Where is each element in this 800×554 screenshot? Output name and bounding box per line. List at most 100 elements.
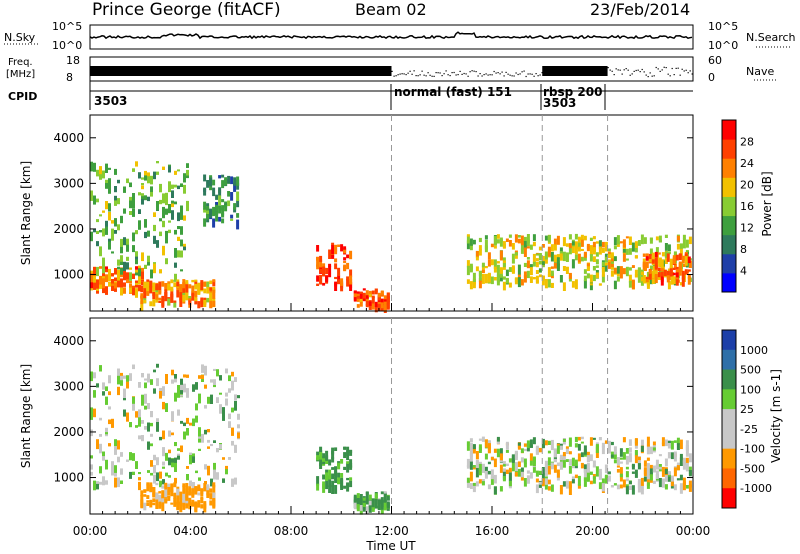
echo-cell [198, 477, 201, 481]
echo-cell [592, 247, 596, 255]
echo-cell [664, 484, 668, 490]
echo-cell [93, 195, 96, 205]
echo-cell [340, 485, 344, 488]
echo-cell [147, 255, 150, 264]
echo-cell [129, 287, 132, 293]
echo-cell [224, 204, 228, 208]
echo-cell [646, 444, 650, 455]
echo-cell [176, 488, 180, 497]
echo-cell [679, 439, 683, 450]
echo-cell [562, 452, 566, 457]
echo-cell [666, 275, 670, 279]
echo-cell [126, 412, 129, 422]
echo-cell [535, 261, 539, 268]
echo-cell [571, 259, 575, 269]
echo-cell [117, 456, 120, 463]
echo-cell [544, 279, 548, 289]
echo-cell [472, 272, 476, 282]
echo-cell [667, 244, 671, 251]
echo-cell [655, 470, 659, 479]
echo-cell [565, 253, 569, 262]
echo-cell [377, 295, 381, 301]
nave-dot [407, 72, 409, 74]
nave-dot [631, 73, 633, 75]
echo-cell [325, 476, 329, 481]
echo-cell [550, 484, 554, 492]
echo-cell [147, 230, 150, 237]
echo-cell [230, 176, 234, 185]
echo-cell [673, 263, 677, 269]
cpid-strip: CPID 3503 normal (fast) 151 rbsp 200 350… [8, 81, 693, 110]
echo-cell [676, 443, 680, 450]
echo-cell [96, 198, 99, 203]
echo-cell [194, 290, 198, 298]
echo-cell [562, 438, 566, 442]
echo-cell [529, 276, 533, 283]
y-tick-label: 2000 [53, 425, 84, 439]
nave-dot [655, 66, 657, 69]
echo-cell [565, 267, 569, 270]
echo-cell [604, 262, 608, 268]
echo-cell [147, 442, 150, 450]
echo-cell [319, 446, 323, 454]
echo-cell [553, 262, 557, 269]
echo-cell [654, 270, 658, 278]
nave-dot [535, 73, 537, 75]
echo-cell [645, 261, 649, 269]
echo-cell [147, 176, 150, 184]
echo-cell [511, 253, 515, 264]
echo-cell [146, 500, 150, 503]
echo-cell [487, 461, 491, 465]
echo-cell [658, 235, 662, 243]
echo-cell [675, 254, 679, 261]
colorbar-swatch [722, 428, 736, 450]
echo-cell [219, 444, 222, 450]
echo-cell [120, 452, 123, 457]
echo-cell [182, 279, 186, 289]
echo-cell [218, 205, 222, 214]
echo-cell [179, 491, 183, 500]
time-axis: 00:00 04:00 08:00 12:00 16:00 20:00 00:00 [73, 303, 710, 538]
echo-cell [499, 250, 503, 261]
echo-cell [161, 301, 165, 306]
nave-dot [437, 72, 439, 74]
echo-cell [583, 251, 587, 258]
echo-cell [675, 277, 679, 280]
echo-cell [141, 196, 144, 205]
echo-cell [598, 482, 602, 490]
echo-cell [547, 279, 551, 288]
echo-cell [126, 272, 129, 280]
y-tick-label: 4000 [53, 131, 84, 145]
echo-cell [526, 475, 530, 483]
echo-cell [231, 427, 234, 436]
echo-cell [601, 445, 605, 455]
echo-cell [664, 255, 668, 264]
echo-cell [120, 215, 123, 224]
echo-cell [132, 453, 135, 461]
echo-cell [568, 485, 572, 495]
echo-cell [322, 484, 326, 493]
echo-cell [664, 468, 668, 475]
echo-cell [132, 245, 135, 253]
colorbar-swatch [722, 330, 736, 351]
echo-cell [601, 478, 605, 485]
echo-cell [541, 244, 545, 248]
echo-cell [319, 274, 323, 285]
echo-cell [362, 298, 366, 302]
echo-cell [319, 259, 323, 268]
echo-cell [475, 481, 479, 487]
echo-cell [574, 443, 578, 448]
echo-cell [526, 234, 530, 243]
echo-cell [667, 440, 671, 449]
echo-cell [589, 283, 593, 286]
echo-cell [117, 375, 120, 385]
echo-cell [526, 270, 530, 279]
echo-cell [105, 267, 108, 273]
echo-cell [365, 492, 369, 502]
echo-cell [672, 276, 676, 284]
echo-cell [547, 486, 551, 491]
echo-cell [123, 287, 126, 294]
echo-cell [574, 465, 578, 469]
echo-cell [362, 502, 366, 507]
echo-cell [649, 468, 653, 476]
